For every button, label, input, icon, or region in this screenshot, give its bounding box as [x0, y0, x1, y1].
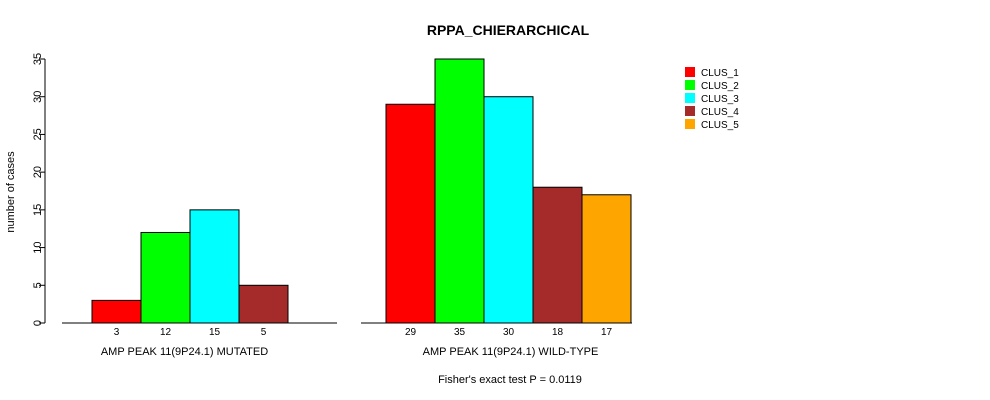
legend-label: CLUS_1: [701, 68, 739, 79]
bar: [385, 103, 436, 324]
group-label: AMP PEAK 11(9P24.1) WILD-TYPE: [423, 346, 599, 358]
y-tick-label: 25: [32, 128, 44, 140]
bar: [532, 186, 583, 324]
bar-count-label: 29: [405, 327, 417, 338]
bar: [434, 58, 485, 324]
y-tick-label: 35: [32, 53, 44, 65]
legend-swatch: [685, 67, 695, 77]
legend-label: CLUS_4: [701, 107, 739, 118]
bar-count-label: 35: [454, 327, 466, 338]
bar-count-label: 18: [552, 327, 564, 338]
bar: [189, 209, 240, 324]
chart-title: RPPA_CHIERARCHICAL: [427, 22, 590, 38]
legend-item: CLUS_5: [685, 119, 739, 131]
bar: [238, 284, 289, 324]
legend: CLUS_1 CLUS_2 CLUS_3 CLUS_4 CLUS_5: [685, 67, 739, 131]
bar: [483, 96, 534, 324]
y-tick-label: 20: [32, 166, 44, 178]
y-tick-label: 0: [32, 320, 44, 326]
bar-group: 3 12 15 5 AMP PEAK 11(9P24.1) MUTATED: [62, 209, 337, 358]
legend-swatch: [685, 106, 695, 116]
y-axis: 0 5 10 15 20 25 30 35: [32, 53, 46, 326]
group-label: AMP PEAK 11(9P24.1) MUTATED: [101, 346, 268, 358]
legend-label: CLUS_3: [701, 94, 739, 105]
legend-item: CLUS_2: [685, 80, 739, 92]
legend-swatch: [685, 80, 695, 90]
y-tick-label: 15: [32, 204, 44, 216]
legend-label: CLUS_2: [701, 81, 739, 92]
legend-item: CLUS_3: [685, 93, 739, 105]
y-tick-label: 30: [32, 91, 44, 103]
bar: [581, 194, 632, 324]
bar-count-label: 3: [114, 327, 120, 338]
fisher-test-footnote: Fisher's exact test P = 0.0119: [438, 374, 582, 386]
legend-swatch: [685, 93, 695, 103]
legend-item: CLUS_1: [685, 67, 739, 79]
y-tick-label: 5: [32, 282, 44, 288]
bar-count-label: 15: [209, 327, 221, 338]
y-tick-label: 10: [32, 241, 44, 253]
bar-count-label: 30: [503, 327, 515, 338]
bar-count-label: 5: [261, 327, 267, 338]
bar: [140, 231, 191, 324]
legend-item: CLUS_4: [685, 106, 739, 118]
bar-count-label: 17: [601, 327, 613, 338]
bar-groups: 3 12 15 5 AMP PEAK 11(9P24.1) MUTATED 29 35 30 1…: [62, 58, 632, 358]
bar: [91, 299, 142, 324]
bar-count-label: 12: [160, 327, 172, 338]
legend-swatch: [685, 119, 695, 129]
legend-label: CLUS_5: [701, 120, 739, 131]
y-axis-label: number of cases: [5, 151, 17, 233]
